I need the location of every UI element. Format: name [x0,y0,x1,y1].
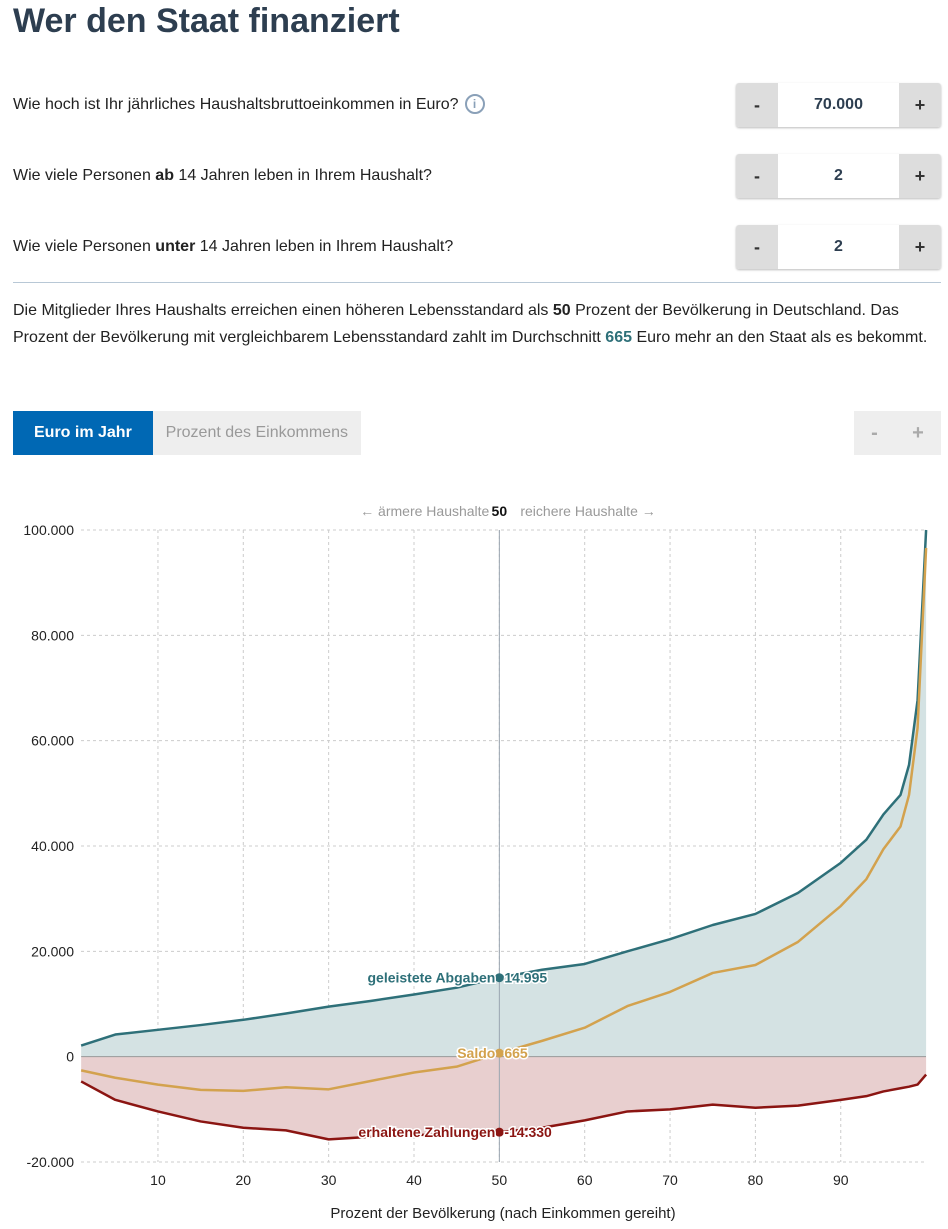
x-tick-label: 60 [577,1172,593,1188]
income-question-label: Wie hoch ist Ihr jährliches Haushaltsbru… [13,96,459,113]
q-text: 14 Jahren leben in Ihrem Haushalt? [173,167,432,184]
saldo-value: 665 [504,1045,528,1061]
abgaben-value: 14.995 [504,970,547,986]
x-tick-label: 20 [236,1172,252,1188]
children-plus-button[interactable]: + [899,225,941,269]
children-question: Wie viele Personen unter 14 Jahren leben… [13,238,453,256]
abgaben-line [80,529,928,1047]
page-title: Wer den Staat finanziert [13,2,400,40]
s3: Euro mehr an den Staat als es bekommt. [632,329,928,346]
q-text: Wie viele Personen [13,167,156,184]
summary-percent: 50 [552,302,571,319]
x-tick-label: 30 [321,1172,337,1188]
y-tick-label: 60.000 [31,733,74,749]
zahlungen-line [80,1073,928,1141]
info-icon[interactable]: i [464,94,485,114]
zahlungen-value: -14.330 [504,1124,552,1140]
zahlungen-area [81,1056,927,1140]
divider [13,282,941,283]
abgaben-point [494,973,504,983]
adults-minus-button[interactable]: - [736,154,778,198]
income-plus-button[interactable]: + [899,83,941,127]
q-text: Wie viele Personen [13,238,156,255]
income-input[interactable]: 70.000 [778,83,899,127]
saldo-label: Saldo [457,1045,495,1061]
y-tick-label: 20.000 [31,943,74,959]
saldo-point [494,1048,504,1058]
adults-input[interactable]: 2 [778,154,899,198]
children-stepper: -2 + [736,225,941,269]
saldo-line [80,547,928,1093]
y-tick-label: 40.000 [31,838,74,854]
q-text: 14 Jahren leben in Ihrem Haushalt? [195,238,454,255]
zoom-in-button[interactable]: + [912,421,924,444]
y-tick-label: 0 [66,1049,74,1065]
summary-text: Die Mitglieder Ihres Haushalts erreichen… [13,297,943,351]
summary-amount: 665 [605,329,632,346]
richer-households-label: reichere Haushalte → [520,503,655,519]
tab-euro[interactable]: Euro im Jahr [13,411,153,455]
x-tick-label: 40 [406,1172,422,1188]
x-tick-label: 50 [492,1172,508,1188]
adults-question: Wie viele Personen ab 14 Jahren leben in… [13,167,432,185]
income-minus-button[interactable]: - [736,83,778,127]
s1: Die Mitglieder Ihres Haushalts erreichen… [13,302,553,319]
x-tick-label: 70 [662,1172,678,1188]
x-tick-label: 10 [150,1172,166,1188]
y-tick-label: 100.000 [23,522,74,538]
q-bold: unter [155,238,196,255]
tab-percent[interactable]: Prozent des Einkommens [152,411,361,455]
adults-stepper: -2 + [736,154,941,198]
x-axis-title: Prozent der Bevölkerung (nach Einkommen … [330,1205,675,1222]
y-tick-label: 80.000 [31,627,74,643]
children-minus-button[interactable]: - [736,225,778,269]
x-tick-label: 80 [748,1172,764,1188]
y-tick-label: -20.000 [27,1154,75,1170]
children-input[interactable]: 2 [778,225,899,269]
x-tick-label: 90 [833,1172,849,1188]
poorer-households-label: ← ärmere Haushalte [360,503,489,519]
income-question: Wie hoch ist Ihr jährliches Haushaltsbru… [13,94,485,114]
unit-tabs: Euro im Jahr Prozent des Einkommens [13,411,361,455]
adults-plus-button[interactable]: + [899,154,941,198]
income-stepper: -70.000 + [736,83,941,127]
q-bold: ab [155,167,174,184]
abgaben-label: geleistete Abgaben [367,970,495,986]
percentile-marker-label: 50 [492,503,508,519]
zoom-out-button[interactable]: - [871,421,878,444]
zahlungen-point [494,1127,504,1137]
s2: Prozent der Bevölkerung in Deutschland. … [13,302,899,346]
zahlungen-label: erhaltene Zahlungen [358,1124,495,1140]
zoom-controls: - + [854,411,941,455]
